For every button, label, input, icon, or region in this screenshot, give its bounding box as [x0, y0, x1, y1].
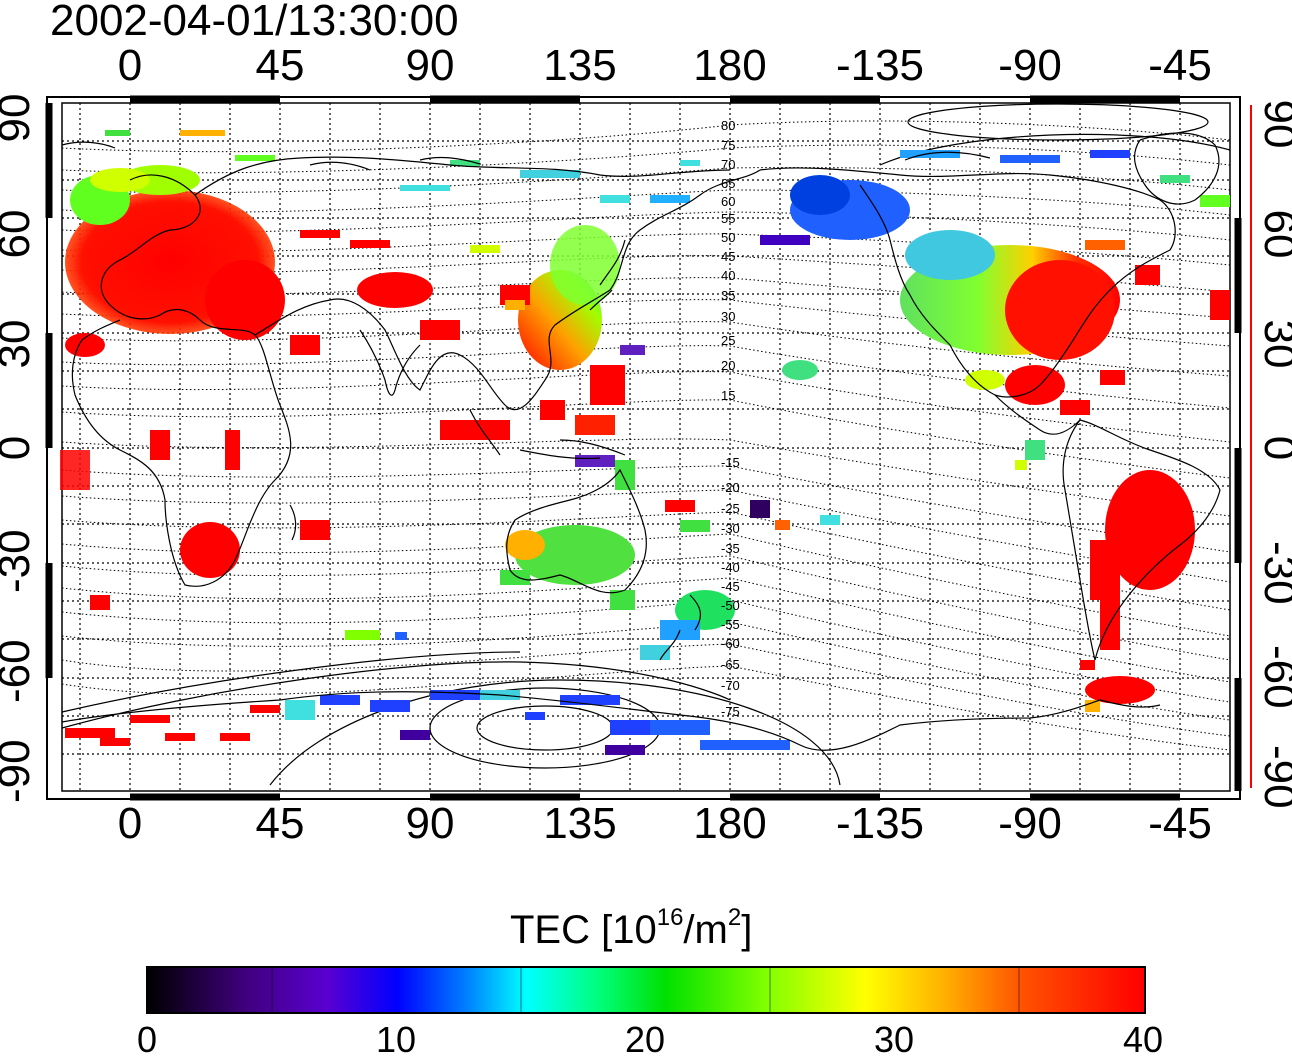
top-tick-label: 0: [117, 41, 143, 90]
coastlines: [61, 132, 1221, 751]
bottom-tick-label: 90: [405, 799, 455, 848]
axis-scale-bars: [45, 95, 1242, 801]
plot-area-border: [61, 102, 1231, 792]
contour-label: -70: [721, 678, 740, 693]
contour-label: -25: [721, 501, 740, 516]
contour-label: 55: [721, 211, 735, 226]
contour-label: 50: [721, 230, 735, 245]
top-tick-label: 45: [255, 41, 305, 90]
contour-label: 65: [721, 176, 735, 191]
contour-label: -50: [721, 598, 740, 613]
contour-label: -40: [721, 560, 740, 575]
top-tick-label: 135: [543, 41, 617, 90]
colorbar-minor-tick: [769, 968, 771, 1012]
bottom-tick-label: -45: [1148, 799, 1212, 848]
contour-label: -35: [721, 541, 740, 556]
colorbar-minor-tick: [271, 968, 273, 1012]
colorbar-tick-label: 40: [1122, 1019, 1164, 1060]
contour-label: -60: [721, 636, 740, 651]
contour-label: -65: [721, 657, 740, 672]
colorbar-title-end: ]: [741, 908, 753, 952]
colorbar-tick-label: 0: [136, 1019, 158, 1060]
contour-label: -55: [721, 617, 740, 632]
bottom-tick-label: 0: [117, 799, 143, 848]
colorbar-title-exponent: 16: [656, 904, 684, 931]
top-tick-label: -135: [835, 41, 925, 90]
colorbar-tick-label: 20: [624, 1019, 666, 1060]
colorbar-title-unit: /m: [683, 908, 728, 952]
top-tick-label: 180: [693, 41, 767, 90]
contour-label: 45: [721, 249, 735, 264]
contour-label: 60: [721, 194, 735, 209]
bottom-tick-label: 135: [543, 799, 617, 848]
colorbar-minor-tick: [520, 968, 522, 1012]
colorbar-title-exponent: 2: [727, 904, 742, 931]
colorbar-tick-label: 10: [375, 1019, 417, 1060]
contour-label: -20: [721, 480, 740, 495]
contour-label: -30: [721, 521, 740, 536]
contour-label: 15: [721, 388, 735, 403]
top-tick-label: 90: [405, 41, 455, 90]
contour-label: 75: [721, 138, 735, 153]
bottom-tick-label: -90: [998, 799, 1062, 848]
contour-label: 80: [721, 118, 735, 133]
contour-label: 35: [721, 288, 735, 303]
tec-data-regions: [65, 165, 1195, 704]
colorbar-minor-tick: [1018, 968, 1020, 1012]
colorbar-title-main: TEC [10: [510, 908, 657, 952]
contour-label: -15: [721, 455, 740, 470]
colorbar-tick-label: 30: [873, 1019, 915, 1060]
contour-label: 30: [721, 309, 735, 324]
tec-map: 80 75 70 65 60 55 50 45 40 35 30 25 20 1…: [45, 95, 1252, 801]
contour-label: 70: [721, 157, 735, 172]
top-tick-label: -45: [1148, 41, 1212, 90]
contour-label: 40: [721, 268, 735, 283]
top-tick-label: -90: [998, 41, 1062, 90]
contour-label: 20: [721, 358, 735, 373]
bottom-tick-label: -135: [835, 799, 925, 848]
bottom-tick-label: 45: [255, 799, 305, 848]
contour-label: -45: [721, 579, 740, 594]
map-title: 2002-04-01/13:30:00: [50, 0, 459, 45]
contour-label-group: 80 75 70 65 60 55 50 45 40 35 30 25 20 1…: [721, 118, 740, 719]
contour-label: 25: [721, 333, 735, 348]
contour-label: -75: [721, 704, 740, 719]
colorbar-title: TEC [1016/m2]: [510, 905, 752, 955]
colorbar: [146, 966, 1146, 1014]
bottom-tick-label: 180: [693, 799, 767, 848]
